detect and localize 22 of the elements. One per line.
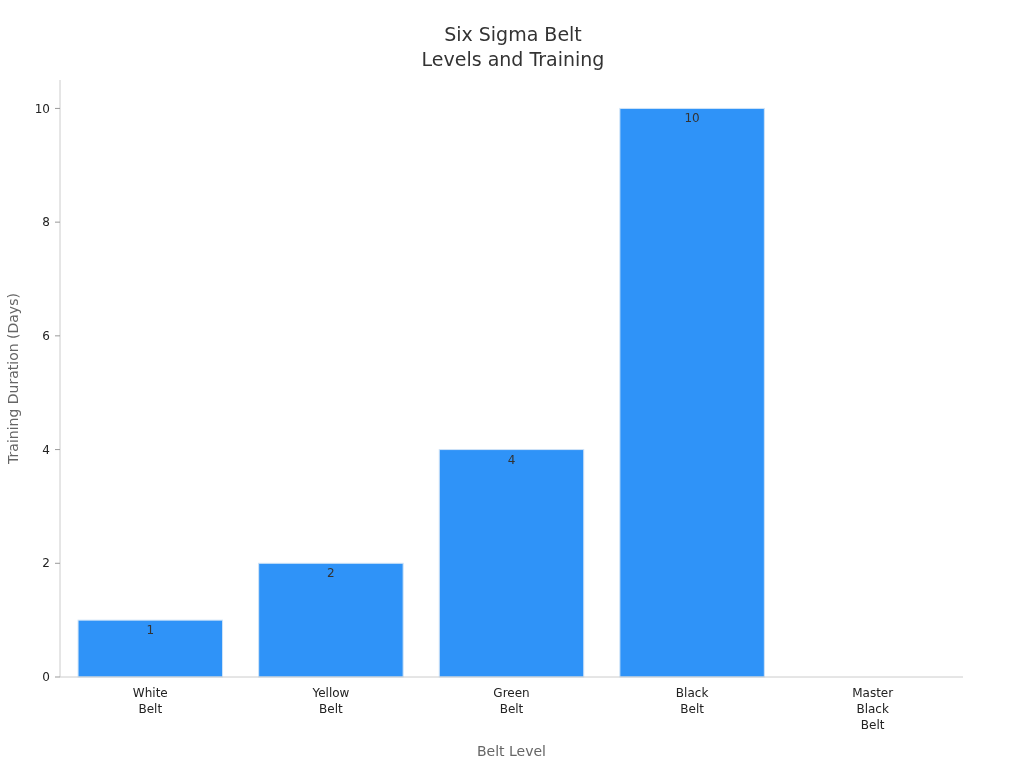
data-label: 4 bbox=[507, 452, 516, 467]
bar bbox=[619, 107, 765, 678]
x-tick-label: Green Belt bbox=[493, 686, 530, 716]
y-tick-label: 8 bbox=[42, 215, 50, 230]
x-tick-label: Black Belt bbox=[675, 686, 709, 716]
y-axis-title: Training Duration (Days) bbox=[5, 293, 21, 465]
chart-title: Six Sigma Belt Levels and Training bbox=[421, 23, 605, 70]
x-tick-label: Yellow Belt bbox=[311, 686, 350, 716]
x-tick-label: White Belt bbox=[132, 686, 168, 716]
y-tick-label: 10 bbox=[34, 101, 50, 116]
x-tick-label: Master Black Belt bbox=[852, 686, 894, 732]
data-label: 10 bbox=[684, 111, 700, 126]
y-tick-label: 2 bbox=[42, 556, 50, 571]
y-tick-label: 6 bbox=[42, 329, 50, 344]
data-label: 1 bbox=[146, 623, 155, 638]
x-axis-title: Belt Level bbox=[476, 743, 547, 759]
y-tick-label: 4 bbox=[42, 442, 50, 457]
bar bbox=[77, 619, 224, 678]
y-tick-label: 0 bbox=[42, 670, 50, 685]
data-label: 2 bbox=[327, 566, 335, 581]
bar bbox=[258, 562, 404, 678]
bar bbox=[438, 449, 585, 678]
